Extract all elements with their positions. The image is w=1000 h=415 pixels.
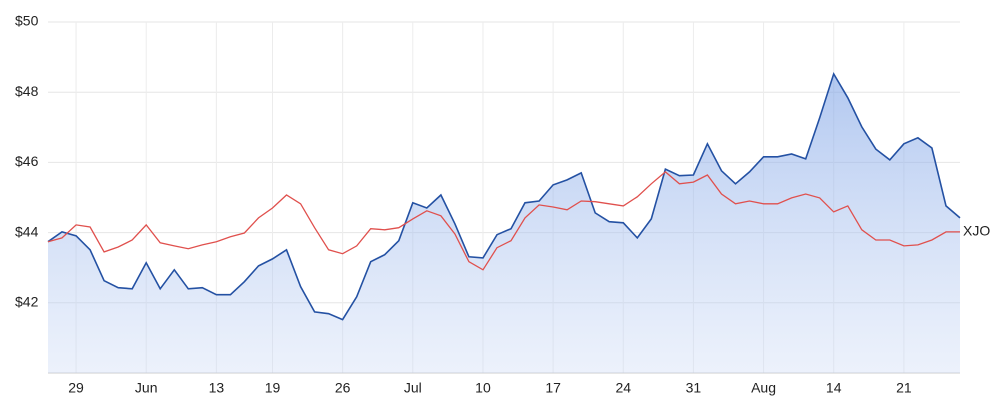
x-tick-label: 10 (475, 380, 491, 396)
y-tick-label: $44 (15, 223, 39, 239)
y-tick-label: $50 (15, 13, 39, 29)
x-tick-label: Jun (135, 380, 158, 396)
x-tick-label: Aug (751, 380, 776, 396)
line (47, 71, 961, 321)
x-tick-label: 21 (896, 380, 912, 396)
x-tick-label: 31 (686, 380, 702, 396)
y-tick-label: $42 (15, 294, 39, 310)
area (48, 73, 960, 374)
x-tick-label: Jul (404, 380, 422, 396)
x-tick-label: 14 (826, 380, 842, 396)
y-tick-label: $48 (15, 83, 39, 99)
x-tick-label: 17 (545, 380, 561, 396)
x-tick-label: 13 (209, 380, 225, 396)
series-label: XJO (963, 223, 990, 239)
x-tick-label: 29 (68, 380, 84, 396)
y-tick-label: $46 (15, 153, 39, 169)
line (47, 171, 960, 271)
x-tick-label: 26 (335, 380, 351, 396)
x-tick-label: 24 (615, 380, 631, 396)
x-tick-label: 19 (265, 380, 281, 396)
